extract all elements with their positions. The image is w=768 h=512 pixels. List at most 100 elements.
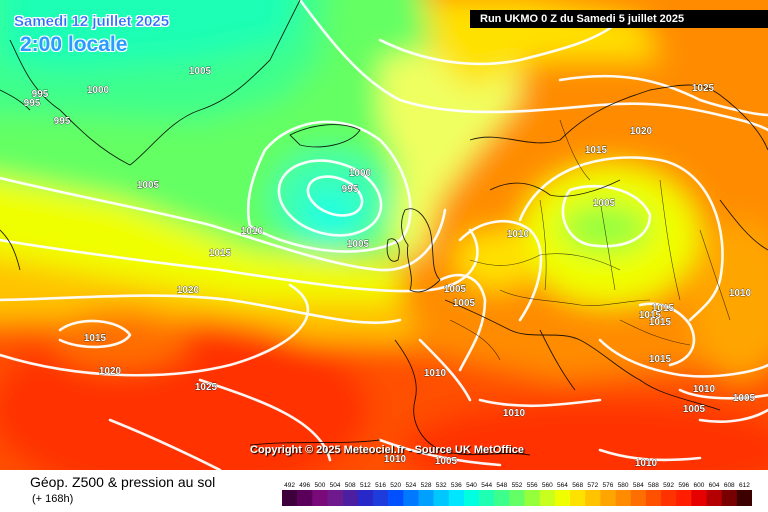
scale-tick-label: 516: [375, 482, 386, 489]
scale-tick-label: 544: [481, 482, 492, 489]
isobar-label: 1005: [435, 456, 458, 467]
isobar-label: 1015: [585, 145, 608, 156]
scale-swatch: [388, 490, 404, 506]
isobar-label: 995: [342, 184, 359, 195]
isobar-label: 1025: [195, 382, 218, 393]
forecast-local-time: 2:00 locale: [20, 33, 128, 56]
scale-swatch: [615, 490, 632, 506]
isobar-label: 1005: [444, 284, 467, 295]
scale-tick-label: 600: [694, 482, 705, 489]
scale-swatch: [645, 490, 662, 506]
isobar-label: 995: [54, 116, 71, 127]
scale-tick-label: 536: [451, 482, 462, 489]
isobar-label: 1010: [241, 226, 264, 237]
scale-swatch: [403, 490, 419, 506]
isobar-label: 1015: [639, 310, 662, 321]
scale-tick-label: 612: [739, 482, 750, 489]
scale-tick-label: 504: [330, 482, 341, 489]
isobar-label: 1015: [649, 317, 672, 328]
scale-tick-label: 524: [405, 482, 416, 489]
scale-swatch: [721, 490, 738, 506]
isobar-label: 1005: [683, 404, 706, 415]
scale-tick-label: 584: [633, 482, 644, 489]
scale-tick-label: 552: [512, 482, 523, 489]
isobar-label: 1010: [507, 229, 530, 240]
scale-tick-label: 588: [648, 482, 659, 489]
isobar-label: 1010: [503, 408, 526, 419]
scale-swatch: [312, 490, 328, 506]
isobar-label: 1000: [87, 85, 110, 96]
isobar-label: 1015: [649, 354, 672, 365]
scale-tick-label: 512: [360, 482, 371, 489]
geopotential-map: 1005995995100099510051000995101010051015…: [0, 0, 768, 470]
scale-tick-label: 508: [345, 482, 356, 489]
run-info-banner: Run UKMO 0 Z du Samedi 5 juillet 2025: [470, 10, 768, 28]
isobar-label: 1025: [692, 83, 715, 94]
scale-tick-label: 560: [542, 482, 553, 489]
scale-swatch: [372, 490, 389, 506]
isobar-label: 1015: [84, 333, 107, 344]
isobar-label: 995: [32, 89, 49, 100]
color-scale: 492 496 500 504 508 512 516 520 524 528 532 536 540 5…: [282, 482, 752, 506]
scale-swatch: [630, 490, 647, 506]
scale-swatch: [479, 490, 495, 506]
isobar-label: 1010: [635, 458, 658, 469]
scale-swatch: [342, 490, 359, 506]
scale-swatch: [509, 490, 525, 506]
isobar-label: 1005: [733, 393, 756, 404]
scale-tick-label: 580: [618, 482, 629, 489]
forecast-lead-time: (+ 168h): [32, 493, 74, 505]
scale-tick-label: 568: [572, 482, 583, 489]
isobar-label: 1005: [137, 180, 160, 191]
scale-swatch: [600, 490, 616, 506]
scale-swatch: [327, 490, 343, 506]
isobar-label: 1020: [99, 366, 122, 377]
scale-tick-label: 540: [466, 482, 477, 489]
isobar-label: 1015: [652, 303, 675, 314]
isobar-label: 1015: [209, 248, 232, 259]
map-title: Géop. Z500 & pression au sol: [30, 474, 216, 490]
isobar-label: 1005: [453, 298, 476, 309]
scale-swatch: [418, 490, 434, 506]
scale-tick-label: 592: [663, 482, 674, 489]
scale-swatch: [661, 490, 677, 506]
scale-tick-label: 572: [587, 482, 598, 489]
scale-swatch: [676, 490, 692, 506]
scale-swatch: [282, 490, 298, 506]
isobar-label: 1000: [349, 168, 372, 179]
isobar-lines: [0, 0, 768, 470]
scale-swatch: [433, 490, 450, 506]
scale-swatch: [524, 490, 541, 506]
scale-tick-label: 520: [390, 482, 401, 489]
isobar-label: 1010: [693, 384, 716, 395]
scale-swatch: [691, 490, 707, 506]
scale-swatch: [463, 490, 480, 506]
scale-swatch: [554, 490, 571, 506]
z500-color-field: [0, 0, 768, 470]
scale-tick-label: 532: [436, 482, 447, 489]
scale-tick-label: 576: [603, 482, 614, 489]
scale-swatch: [539, 490, 556, 506]
scale-tick-label: 548: [496, 482, 507, 489]
isobar-label: 1020: [630, 126, 653, 137]
forecast-date: Samedi 12 juillet 2025: [14, 13, 170, 30]
scale-swatch: [494, 490, 510, 506]
isobar-label: 1005: [189, 66, 212, 77]
isobar-label-layer: 1005995995100099510051000995101010051015…: [23, 66, 756, 470]
scale-tick-label: 556: [527, 482, 538, 489]
scale-swatch: [585, 490, 601, 506]
copyright-notice: Copyright © 2025 Meteociel.fr - Source U…: [250, 444, 524, 456]
scale-tick-label: 528: [421, 482, 432, 489]
isobar-label: 995: [24, 98, 41, 109]
isobar-label: 1005: [347, 239, 370, 250]
scale-swatch: [570, 490, 586, 506]
scale-tick-label: 604: [709, 482, 720, 489]
scale-tick-label: 596: [678, 482, 689, 489]
isobar-label: 1010: [384, 454, 407, 465]
scale-swatch: [357, 490, 374, 506]
isobar-label: 1010: [729, 288, 752, 299]
scale-swatch: [297, 490, 313, 506]
scale-tick-label: 564: [557, 482, 568, 489]
isobar-label: 1010: [424, 368, 447, 379]
